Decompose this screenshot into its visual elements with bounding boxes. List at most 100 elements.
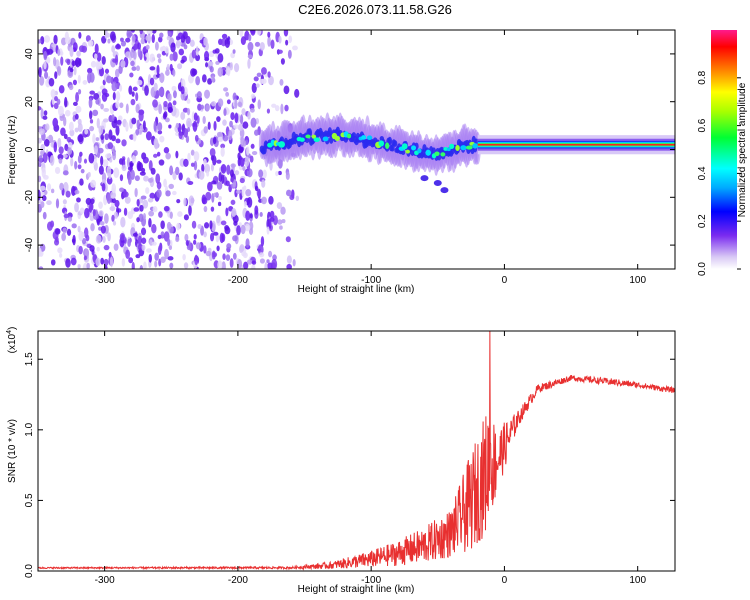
noise-blob [77,122,83,133]
noise-blob [156,181,162,190]
noise-blob [48,77,55,87]
noise-blob [141,167,146,173]
noise-blob [165,152,171,160]
noise-blob [135,129,140,136]
noise-blob [270,39,275,50]
noise-blob [286,255,292,264]
noise-blob [67,141,73,149]
noise-blob [133,43,138,50]
x-tick-label: 0 [502,575,508,586]
noise-blob [216,181,223,190]
noise-blob [187,180,194,185]
noise-blob [132,132,137,142]
noise-blob [176,198,181,204]
noise-blob [145,35,152,42]
noise-blob [148,177,154,183]
noise-blob [220,174,225,185]
noise-blob [259,42,265,51]
noise-blob [258,252,265,258]
signal-peak [401,143,408,150]
noise-blob [167,238,171,246]
noise-blob [116,119,122,125]
noise-blob [38,161,41,167]
noise-blob [256,30,262,36]
noise-blob [172,51,178,62]
noise-blob [151,34,155,44]
noise-blob [115,125,120,136]
noise-blob [93,92,100,101]
noise-blob [164,248,169,260]
noise-blob [45,123,50,131]
noise-blob [40,108,44,120]
noise-blob [209,66,214,73]
noise-blob [271,103,277,108]
spectrogram-x-ticks: -300 -200 -100 0 100 [95,30,646,286]
signal-peak [449,143,455,150]
noise-blob [168,124,172,129]
noise-blob [98,210,104,217]
noise-blob [250,93,256,99]
noise-blob [186,98,191,104]
noise-blob [178,172,183,181]
noise-blob [178,130,183,140]
noise-blob [171,85,177,92]
noise-blob [71,223,77,229]
noise-blob [256,188,261,198]
noise-blob [111,183,117,194]
noise-blob [64,109,71,117]
noise-blob [77,225,81,233]
noise-blob [229,120,233,128]
noise-blob [198,170,205,180]
noise-blob [211,180,217,185]
snr-x-label: Height of straight line (km) [298,584,415,595]
noise-blob [152,206,158,213]
noise-blob [177,211,183,218]
signal-peak [385,142,390,149]
noise-blob [207,181,213,192]
noise-blob [104,68,110,74]
noise-blob [125,249,131,260]
noise-blob [195,75,201,86]
noise-blob [185,135,190,143]
noise-blob [131,66,137,71]
noise-blob [89,202,93,214]
noise-blob [216,116,221,122]
noise-blob [158,104,163,115]
noise-blob [250,143,255,149]
noise-blob [89,125,95,132]
noise-blob [260,236,265,247]
signal-peak [278,141,286,148]
noise-blob [47,221,53,231]
noise-blob [42,211,47,220]
noise-blob [39,185,46,191]
noise-blob [244,156,250,167]
noise-blob [241,186,245,198]
noise-blob [191,49,197,59]
noise-blob [95,137,100,142]
noise-blob [203,126,208,134]
snr-y-ticks: 0.0 0.5 1.0 1.5 [24,352,675,578]
noise-blob [147,197,154,203]
noise-blob [146,248,152,253]
noise-blob [254,129,259,136]
signal-peak [322,136,329,142]
noise-blob [254,185,259,192]
noise-blob [50,141,55,148]
spectrogram-y-label: Frequency (Hz) [7,116,18,185]
noise-blob [169,262,174,269]
noise-blob [125,121,129,132]
noise-blob [73,66,77,76]
noise-blob [166,63,170,70]
noise-blob [212,136,217,145]
noise-blob [280,58,285,65]
noise-blob [230,177,234,183]
noise-blob [230,163,236,168]
noise-blob [58,85,65,94]
noise-blob [163,111,168,118]
noise-blob [68,84,74,91]
noise-blob [85,234,90,242]
noise-blob [280,103,284,115]
noise-blob [223,108,227,117]
noise-blob [142,199,149,209]
noise-blob [123,207,128,216]
